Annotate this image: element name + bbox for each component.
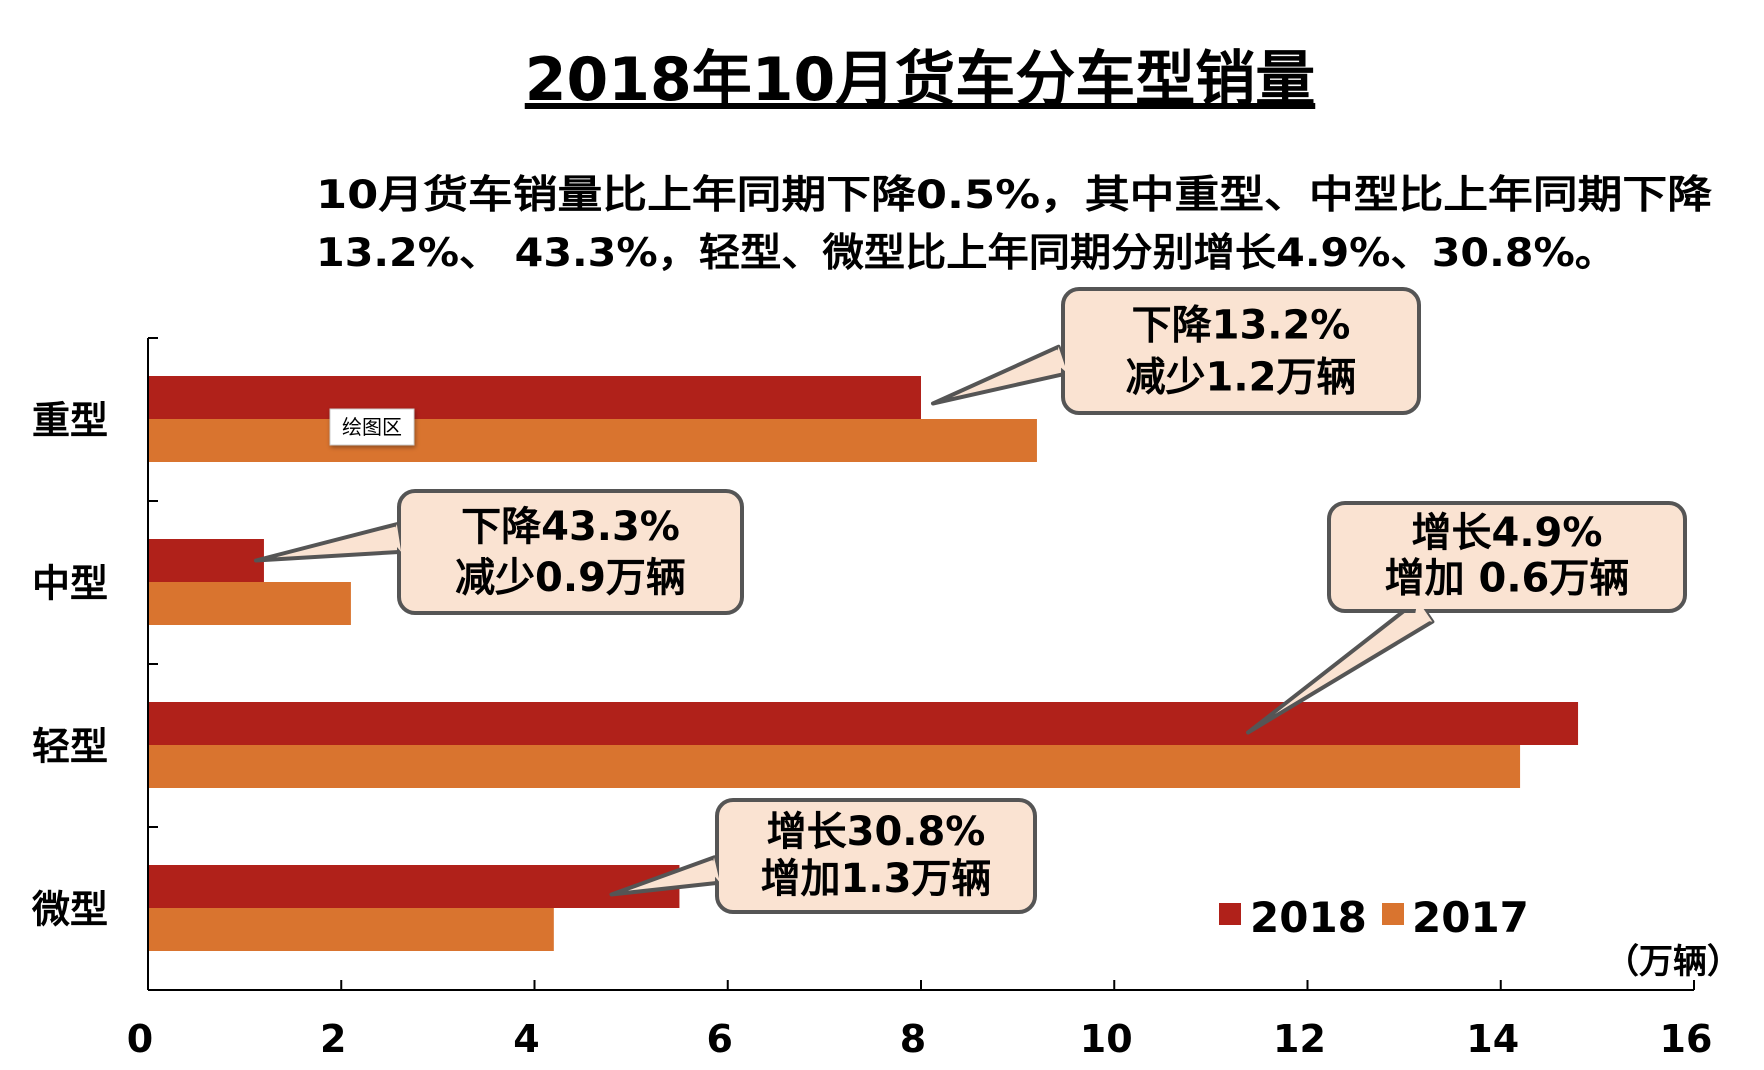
bar-2018-0 xyxy=(148,376,921,419)
category-label-3: 微型 xyxy=(31,888,108,932)
callout-text-3-0: 增长30.8% xyxy=(767,809,986,855)
callout-box-2 xyxy=(1327,501,1687,613)
bar-2017-3 xyxy=(148,908,554,951)
category-label-0: 重型 xyxy=(32,399,108,443)
category-label-2: 轻型 xyxy=(32,725,108,769)
plot-area-tag: 绘图区 xyxy=(329,408,415,446)
legend-label-2018: 2018 xyxy=(1250,893,1367,942)
callout-seam-2 xyxy=(1414,600,1433,622)
callout-text-3-1: 增加1.3万辆 xyxy=(761,856,992,902)
subtitle-line-1: 10月货车销量比上年同期下降0.5%，其中重型、中型比上年同期下降 xyxy=(316,173,1712,218)
callout-seam-1 xyxy=(390,524,402,552)
x-tick-label-8: 16 xyxy=(1660,1017,1713,1061)
legend-swatch-2018 xyxy=(1219,903,1241,925)
x-tick-label-0: 0 xyxy=(127,1017,153,1061)
x-tick-label-2: 4 xyxy=(513,1017,539,1061)
plot-area-tag-label: 绘图区 xyxy=(342,415,402,439)
callout-text-1-0: 下降43.3% xyxy=(461,504,680,550)
callout-box-3 xyxy=(715,798,1037,914)
callout-pointer-0 xyxy=(931,344,1070,406)
unit-label: （万辆） xyxy=(1605,942,1741,982)
category-label-1: 中型 xyxy=(32,562,108,606)
x-tick-label-1: 2 xyxy=(320,1017,346,1061)
bar-2017-1 xyxy=(148,582,351,625)
callout-2: 增长4.9%增加 0.6万辆 xyxy=(1246,501,1687,735)
axes-group xyxy=(147,337,1695,991)
x-tick-label-4: 8 xyxy=(900,1017,926,1061)
callout-box-0 xyxy=(1061,287,1421,415)
callout-box-1 xyxy=(397,489,744,615)
bar-2018-3 xyxy=(148,865,680,908)
callout-seam-0 xyxy=(1055,346,1068,374)
callout-text-0-0: 下降13.2% xyxy=(1132,303,1351,349)
legend-swatch-2017 xyxy=(1382,903,1404,925)
legend-label-2017: 2017 xyxy=(1412,893,1529,942)
bar-2018-2 xyxy=(148,702,1579,745)
callout-pointer-1 xyxy=(253,522,404,563)
bars-group xyxy=(148,376,1579,951)
subtitle-line-2: 13.2%、 43.3%，轻型、微型比上年同期分别增长4.9%、30.8%。 xyxy=(316,231,1616,276)
callout-text-2-1: 增加 0.6万辆 xyxy=(1385,556,1630,602)
bar-2018-1 xyxy=(148,539,264,582)
x-tick-label-3: 6 xyxy=(707,1017,733,1061)
callout-text-1-1: 减少0.9万辆 xyxy=(455,555,686,601)
callout-0: 下降13.2% 减少1.2万辆 xyxy=(931,287,1421,415)
legend: 2018 2017 xyxy=(1219,893,1529,942)
bar-2017-0 xyxy=(148,419,1037,462)
callout-text-2-0: 增长4.9% xyxy=(1412,510,1603,556)
bar-2017-2 xyxy=(148,745,1521,788)
x-tick-label-7: 14 xyxy=(1466,1017,1519,1061)
callout-text-0-1: 减少1.2万辆 xyxy=(1126,355,1357,401)
x-tick-label-5: 10 xyxy=(1080,1017,1133,1061)
callout-1: 下降43.3% 减少0.9万辆 xyxy=(253,489,744,615)
x-tick-label-6: 12 xyxy=(1273,1017,1326,1061)
callout-seam-3 xyxy=(710,857,720,883)
chart-title: 2018年10月货车分车型销量 xyxy=(525,45,1316,115)
x-tick-labels: 0 2 4 6 8 10 12 14 16 xyxy=(127,1017,1713,1061)
callout-3: 增长30.8%增加1.3万辆 xyxy=(609,798,1037,914)
